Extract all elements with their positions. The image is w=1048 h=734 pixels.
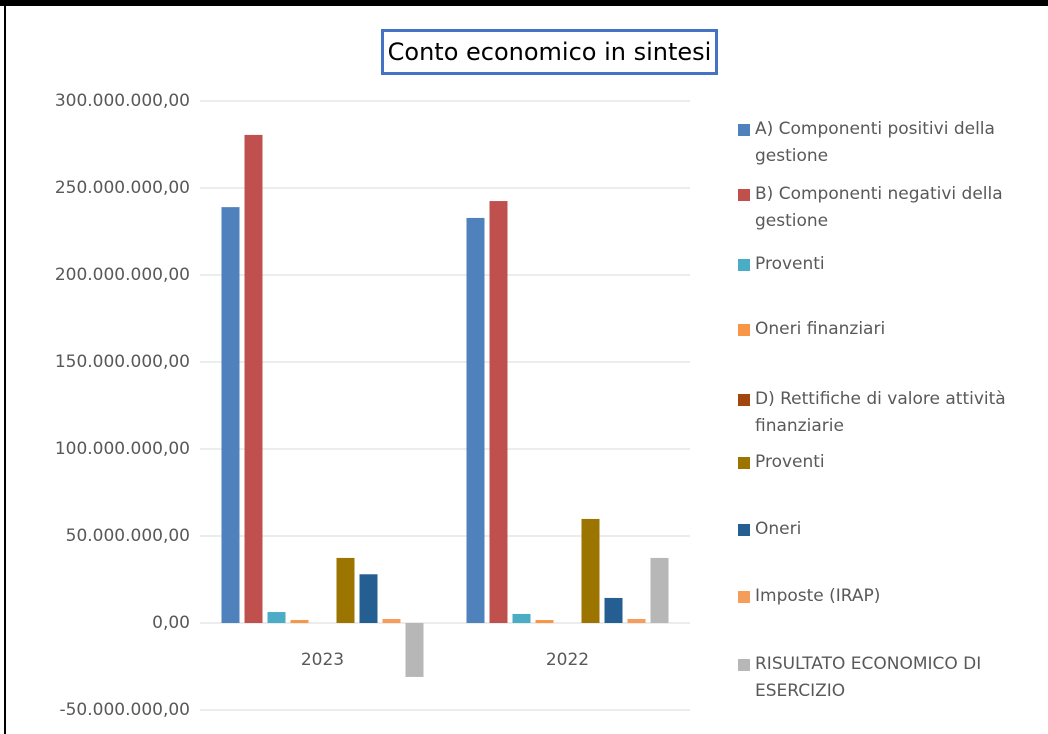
bar [405, 623, 424, 677]
bar [535, 620, 554, 623]
bar [466, 217, 485, 624]
legend-label: Oneri finanziari [755, 319, 886, 339]
legend-item: Oneri [738, 516, 1038, 543]
bar [581, 518, 600, 623]
bar [489, 201, 508, 624]
y-tick-label: 150.000.000,00 [55, 352, 190, 372]
y-tick-label: 0,00 [152, 613, 190, 633]
legend-swatch [738, 259, 750, 271]
legend-label: Imposte (IRAP) [755, 586, 881, 606]
bar [650, 557, 669, 623]
bar [267, 612, 286, 623]
legend-item: Imposte (IRAP) [738, 583, 1038, 610]
legend-swatch [738, 591, 750, 603]
table-border [838, 0, 840, 6]
legend-item: Proventi [738, 251, 1038, 278]
legend-swatch [738, 324, 750, 336]
bar [604, 597, 623, 623]
bar [336, 557, 355, 623]
y-tick-label: 100.000.000,00 [55, 439, 190, 459]
table-border [588, 0, 590, 6]
legend-item: B) Componenti negativi della gestione [738, 181, 1038, 235]
legend-swatch [738, 394, 750, 406]
legend-label: D) Rettifiche di valore attività finanzi… [755, 389, 1006, 436]
legend-label: RISULTATO ECONOMICO DI ESERCIZIO [755, 654, 982, 701]
legend-label: B) Componenti negativi della gestione [755, 184, 1003, 231]
legend-item: Oneri finanziari [738, 316, 1038, 343]
y-tick-label: -50.000.000,00 [59, 700, 190, 720]
bar [244, 134, 263, 623]
y-tick-label: 200.000.000,00 [55, 265, 190, 285]
y-tick-label: 50.000.000,00 [66, 526, 190, 546]
legend-swatch [738, 524, 750, 536]
table-border [4, 0, 6, 734]
legend-swatch [738, 457, 750, 469]
legend-item: A) Componenti positivi della gestione [738, 116, 1038, 170]
chart-title: Conto economico in sintesi [381, 29, 718, 75]
x-tick-label: 2023 [301, 650, 344, 670]
legend-item: RISULTATO ECONOMICO DI ESERCIZIO [738, 651, 1038, 705]
legend-label: Proventi [755, 452, 825, 472]
x-tick-label: 2022 [546, 650, 589, 670]
bar [512, 613, 531, 623]
legend-item: Proventi [738, 449, 1038, 476]
legend-swatch [738, 659, 750, 671]
legend-label: Proventi [755, 254, 825, 274]
legend-swatch [738, 189, 750, 201]
bar [290, 620, 309, 623]
legend-swatch [738, 124, 750, 136]
legend-label: Oneri [755, 519, 802, 539]
y-tick-label: 300.000.000,00 [55, 91, 190, 111]
legend-label: A) Componenti positivi della gestione [755, 119, 995, 166]
legend-item: D) Rettifiche di valore attività finanzi… [738, 386, 1038, 440]
bar [382, 618, 401, 623]
bar [221, 207, 240, 623]
bar [359, 574, 378, 623]
bar [627, 618, 646, 623]
table-border [0, 0, 1048, 6]
y-tick-label: 250.000.000,00 [55, 178, 190, 198]
